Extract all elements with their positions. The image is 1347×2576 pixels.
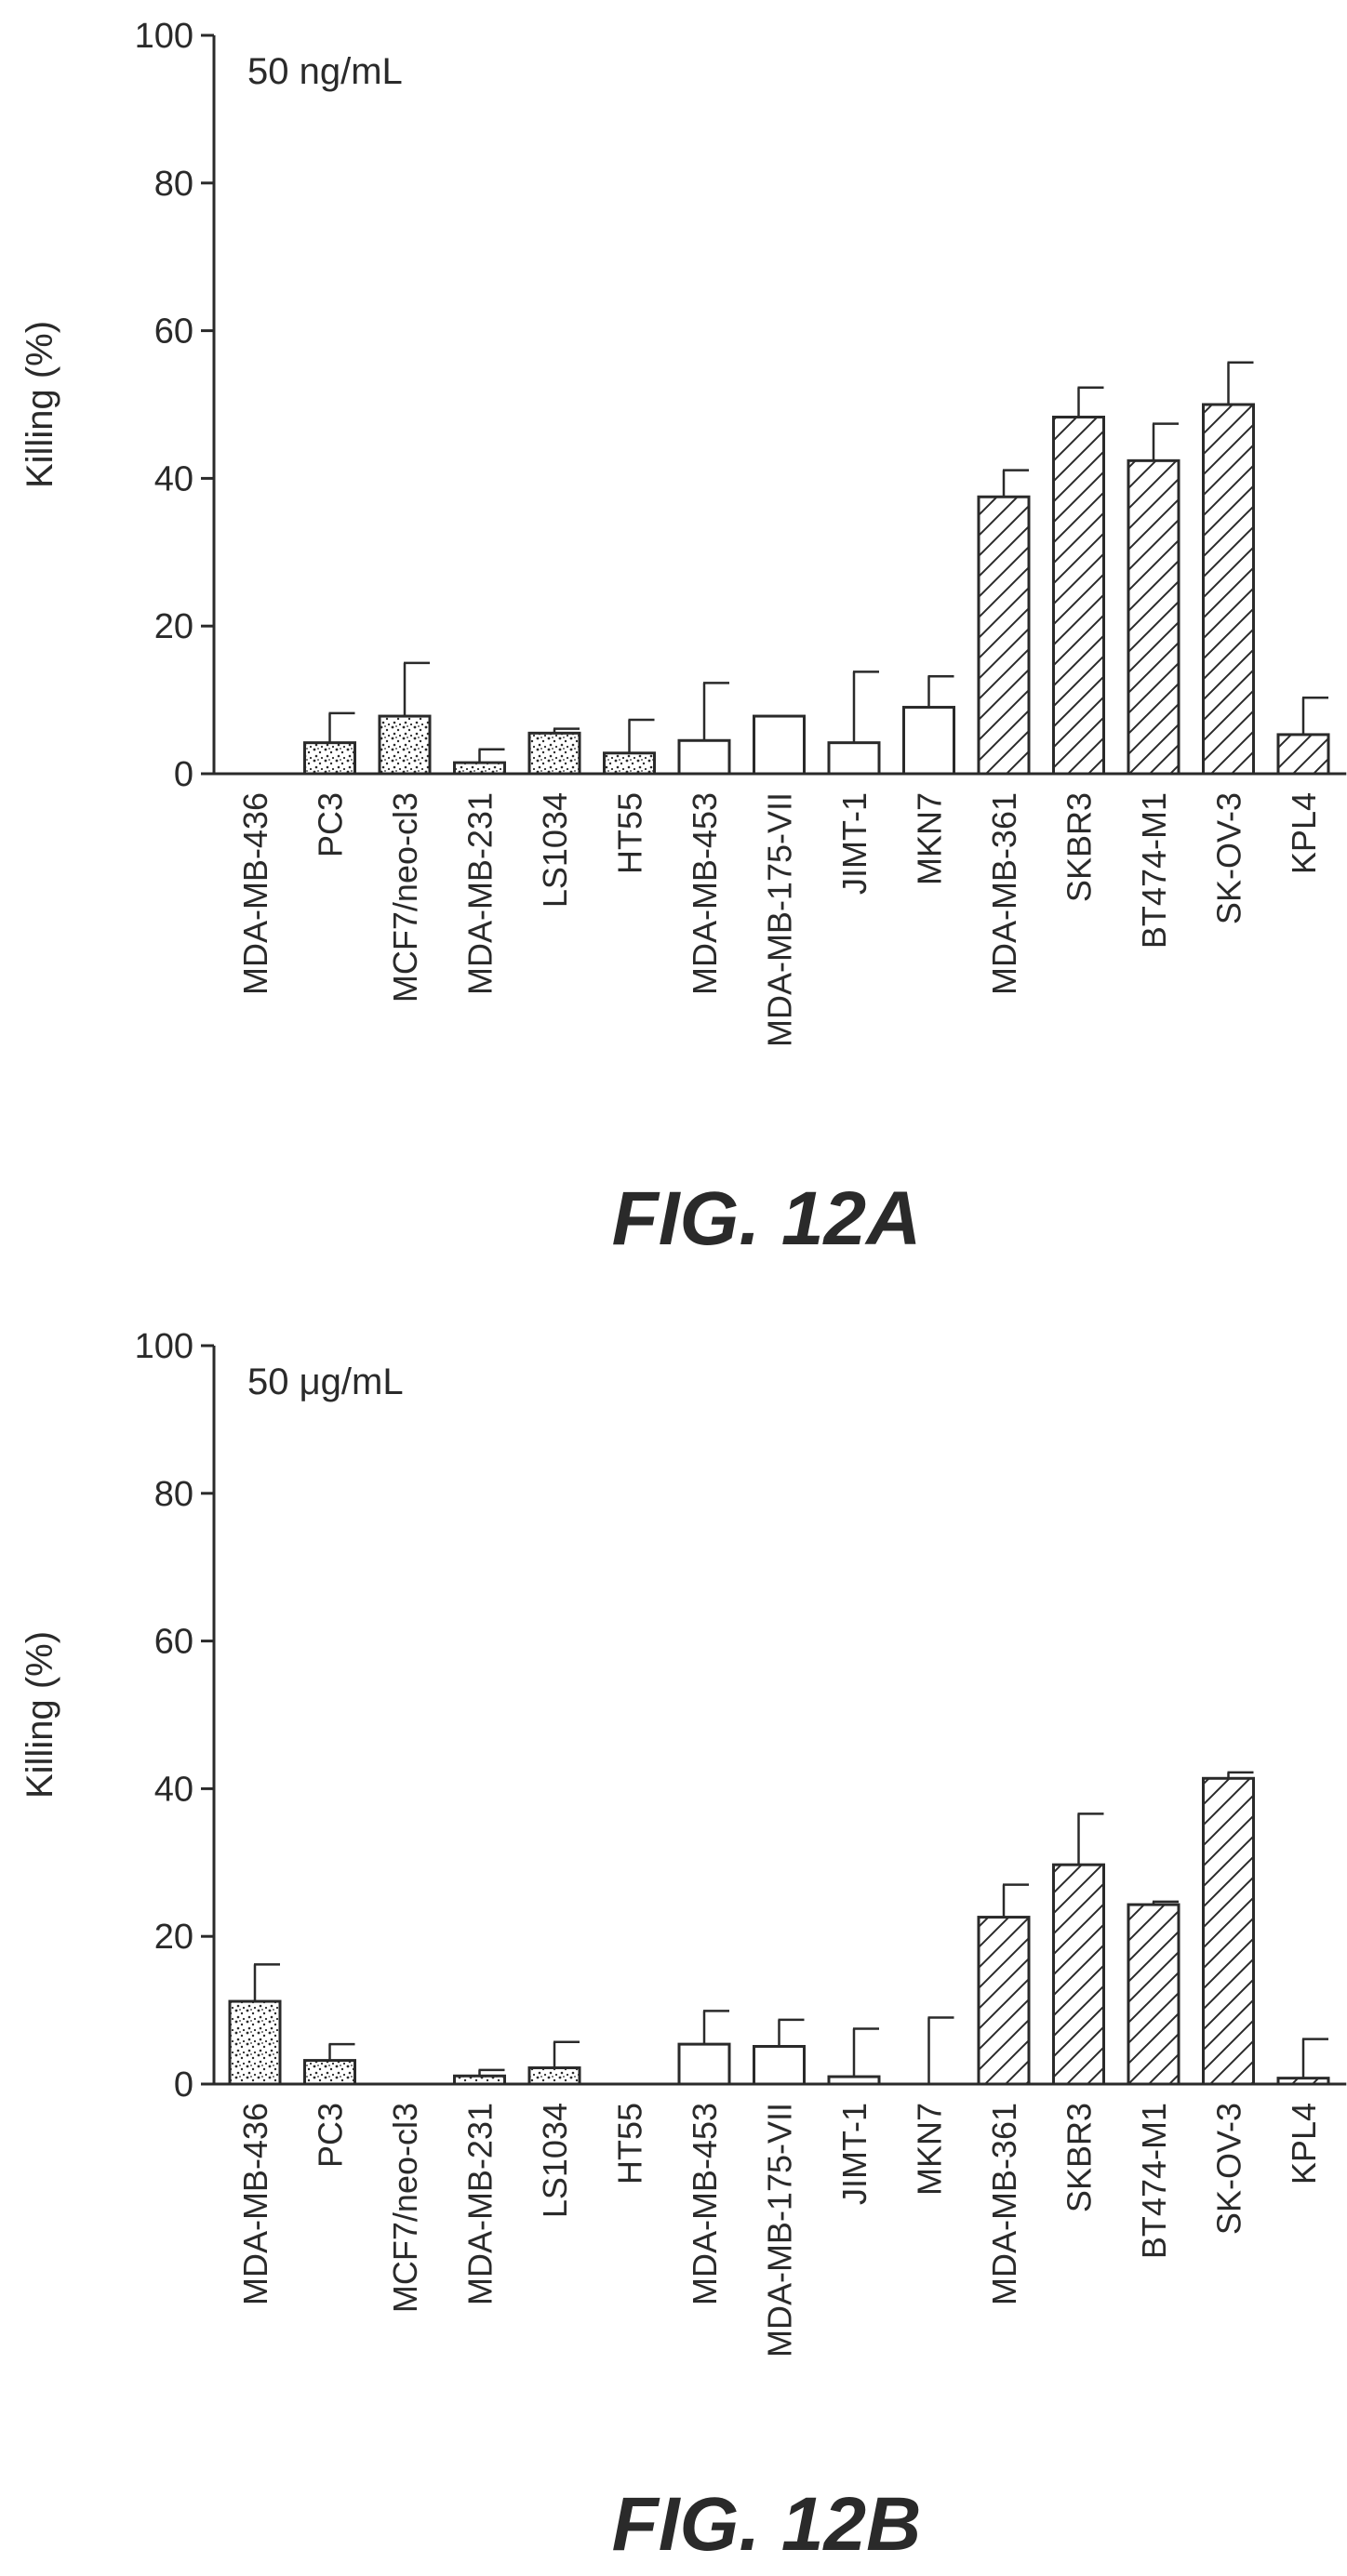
x-category-label: KPL4	[1285, 2103, 1323, 2184]
bar-pc3	[303, 741, 356, 776]
x-category-label: MDA-MB-436	[236, 792, 274, 995]
bar-pc3	[303, 2059, 356, 2086]
bar-mda-mb-453	[677, 2042, 731, 2086]
x-category-label: MDA-MB-231	[461, 2103, 500, 2305]
bar-jimt-1	[827, 741, 881, 776]
y-tick-label: 80	[154, 165, 193, 204]
y-tick-label: 100	[135, 17, 193, 56]
x-category-label: HT55	[611, 2103, 649, 2184]
x-category-label: LS1034	[536, 792, 574, 908]
x-category-label: SKBR3	[1060, 792, 1099, 902]
y-tick-label: 20	[154, 607, 193, 646]
bar-mda-mb-361	[977, 495, 1031, 776]
bar-mda-mb-361	[977, 1916, 1031, 2086]
x-category-label: LS1034	[536, 2103, 574, 2218]
bar-bt474-m1	[1127, 458, 1180, 776]
x-category-label: MCF7/neo-cl3	[386, 2103, 424, 2313]
figure-caption: FIG. 12B	[612, 2482, 922, 2567]
x-category-label: MDA-MB-453	[686, 2103, 724, 2305]
bar-bt474-m1	[1127, 1903, 1180, 2086]
concentration-annotation: 50 ng/mL	[247, 51, 403, 92]
bar-mda-mb-231	[453, 761, 506, 776]
x-category-label: PC3	[312, 2103, 350, 2168]
bar-skbr3	[1052, 415, 1105, 776]
bar-ht55	[603, 751, 656, 776]
x-category-label: MDA-MB-436	[236, 2103, 274, 2305]
y-axis-title: Killing (%)	[20, 1631, 60, 1799]
x-category-label: PC3	[312, 792, 350, 857]
x-category-label: MDA-MB-175-VII	[761, 2103, 799, 2357]
x-category-label: KPL4	[1285, 792, 1323, 874]
x-category-label: MDA-MB-361	[985, 792, 1023, 995]
bar-mda-mb-175-vii	[753, 714, 806, 776]
x-category-label: BT474-M1	[1135, 2103, 1173, 2259]
concentration-annotation: 50 μg/mL	[247, 1361, 404, 1402]
bar-mda-mb-175-vii	[753, 2045, 806, 2086]
chart-panel-12b: 0 20 40 60 80 100 Killing (%) 50 μg/mL MDA-MB-43…	[20, 1327, 1347, 2567]
y-tick-label: 80	[154, 1475, 193, 1514]
bar-kpl4	[1276, 733, 1330, 776]
x-category-label: SKBR3	[1060, 2103, 1099, 2212]
x-category-label: JIMT-1	[835, 792, 874, 895]
y-tick-label: 100	[135, 1327, 193, 1366]
x-category-label: MDA-MB-231	[461, 792, 500, 995]
x-category-label: MDA-MB-175-VII	[761, 792, 799, 1047]
bar-mda-mb-231	[453, 2074, 506, 2086]
x-category-label: JIMT-1	[835, 2103, 874, 2205]
bar-mda-mb-453	[677, 738, 731, 776]
y-axis-title: Killing (%)	[20, 321, 60, 488]
y-tick-label: 60	[154, 312, 193, 352]
y-tick-label: 20	[154, 1918, 193, 1957]
x-category-label: MKN7	[911, 2103, 949, 2196]
x-category-label: BT474-M1	[1135, 792, 1173, 949]
x-category-label: MCF7/neo-cl3	[386, 792, 424, 1003]
x-category-label: MDA-MB-453	[686, 792, 724, 995]
bar-kpl4	[1276, 2077, 1330, 2086]
y-tick-label: 0	[174, 755, 193, 794]
x-category-label: MDA-MB-361	[985, 2103, 1023, 2305]
x-category-label: SK-OV-3	[1210, 2103, 1248, 2235]
bar-ls1034	[527, 2066, 581, 2086]
bar-mda-mb-436	[228, 1999, 282, 2086]
figure-caption: FIG. 12A	[612, 1176, 922, 1261]
y-tick-label: 40	[154, 459, 193, 498]
x-category-label: SK-OV-3	[1210, 792, 1248, 924]
x-category-label: HT55	[611, 792, 649, 874]
y-tick-label: 40	[154, 1770, 193, 1809]
y-tick-label: 0	[174, 2065, 193, 2105]
chart-panel-12a: 0 20 40 60 80 100 Killing (%) 50 ng/mL MDA-MB-43…	[20, 17, 1347, 1261]
bar-skbr3	[1052, 1863, 1105, 2086]
bar-sk-ov-3	[1202, 403, 1255, 776]
x-category-label: MKN7	[911, 792, 949, 885]
bar-sk-ov-3	[1202, 1776, 1255, 2086]
bar-jimt-1	[827, 2075, 881, 2086]
bar-ls1034	[527, 731, 581, 776]
bar-mkn7	[902, 706, 955, 776]
y-tick-label: 60	[154, 1623, 193, 1662]
bar-mcf7-neo-cl3	[378, 714, 432, 776]
